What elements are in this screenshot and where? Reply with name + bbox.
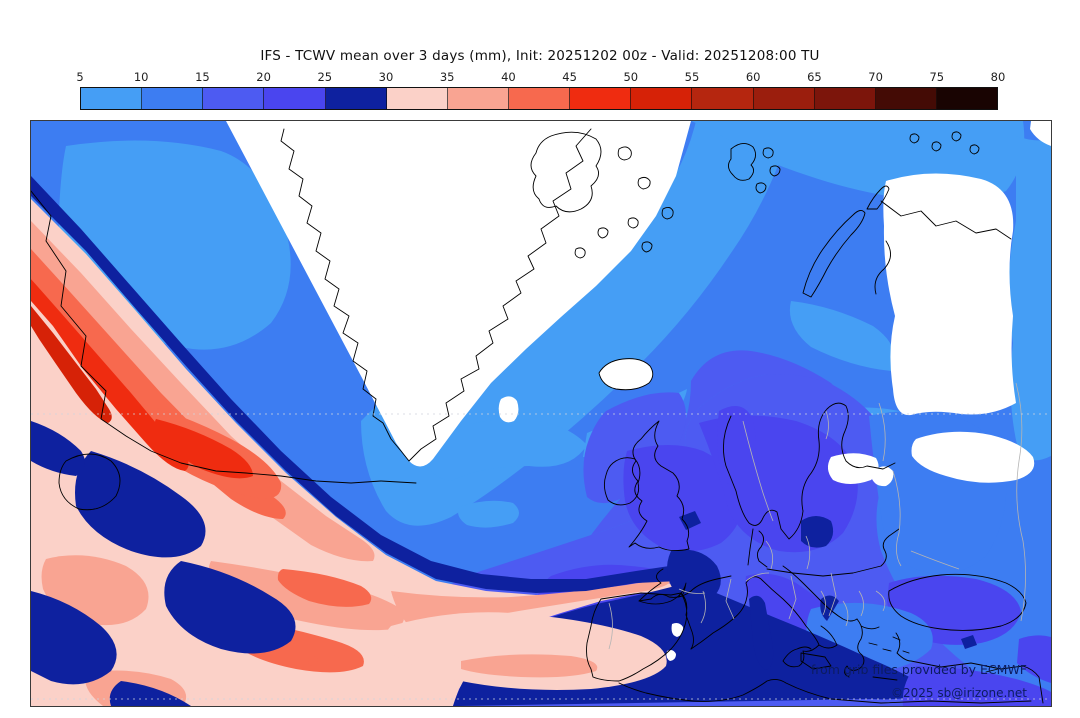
- colorbar-tick: 35: [439, 70, 455, 84]
- black-sea-coast: [888, 573, 1027, 631]
- colorbar-tick: 55: [684, 70, 700, 84]
- colorbar-tick: 45: [562, 70, 577, 84]
- attribution-source: from grib files provided by ECMWF: [810, 662, 1027, 677]
- greenland-dry-region: [226, 121, 691, 467]
- tcwv-map: from grib files provided by ECMWF ©2025 …: [30, 120, 1052, 707]
- svalbard-coast: [728, 143, 781, 194]
- novaya-zemlya-coast: [802, 185, 890, 298]
- colorbar-segment-70-75: [875, 88, 937, 109]
- colorbar-segment-75-80: [936, 88, 998, 109]
- iceland-coast: [598, 358, 654, 391]
- colorbar-tick: 60: [745, 70, 761, 84]
- colorbar-tick: 75: [929, 70, 945, 84]
- iberia-coast: [586, 592, 694, 682]
- colorbar-segment-25-30: [325, 88, 387, 109]
- russia-arctic-coast: [874, 200, 1012, 295]
- greenland-coast: [280, 128, 592, 462]
- colorbar-tick: 40: [501, 70, 516, 84]
- baltic-coast: [766, 528, 900, 577]
- colorbar-segment-45-50: [570, 88, 632, 109]
- russia-dry-region: [883, 173, 1016, 416]
- colorbar-tick: 15: [195, 70, 210, 84]
- cyprus-coast: [985, 668, 999, 673]
- colorbar-segment-40-45: [508, 88, 571, 109]
- colorbar-tick: 65: [807, 70, 822, 84]
- colorbar-tick: 70: [868, 70, 883, 84]
- colorbar-tick: 10: [133, 70, 149, 84]
- atmospheric-river-45-50: [31, 279, 253, 479]
- colorbar-segment-5-10: [81, 88, 143, 109]
- colorbar-segment-50-55: [631, 88, 693, 109]
- colorbar-segment-65-70: [814, 88, 876, 109]
- labrador-coast: [31, 190, 417, 484]
- north-africa-coast: [618, 678, 1032, 704]
- coastlines: [31, 128, 1044, 704]
- field-below-5: [226, 121, 1051, 661]
- page-title: IFS - TCWV mean over 3 days (mm), Init: …: [260, 48, 820, 64]
- scandinavia-coast: [722, 402, 896, 540]
- graticule: [31, 413, 1051, 700]
- atmospheric-river-south-lobe: [308, 612, 667, 690]
- colorbar-tick-labels: 5 10 15 20 25 30 35 40 45 50 55 60 65 70 75 80: [76, 70, 1005, 87]
- colorbar-segment-10-15: [142, 88, 204, 109]
- greece-coast: [844, 618, 910, 681]
- iceland-dry-region: [599, 358, 653, 390]
- colorbar-tick: 30: [378, 70, 394, 84]
- colorbar-tick: 25: [317, 70, 333, 84]
- arctic-islands-coast: [530, 131, 602, 213]
- colorbar-tick: 80: [990, 70, 1006, 84]
- colorbar-tick: 50: [623, 70, 639, 84]
- attribution-copyright: ©2025 sb@irizone.net: [891, 686, 1027, 700]
- country-borders: [608, 382, 1026, 650]
- colorbar: 5 10 15 20 25 30 35 40 45 50 55 60 65 70 75 80: [76, 70, 1005, 110]
- colorbar-segment-60-65: [753, 88, 815, 109]
- colorbar-tick: 5: [76, 70, 84, 84]
- italy-coast: [690, 576, 838, 668]
- colorbar-segment-20-25: [264, 88, 326, 109]
- tcwv-map-canvas: [31, 121, 1051, 706]
- colorbar-segment-35-40: [447, 88, 509, 109]
- turkey-levant-coast: [895, 632, 1044, 704]
- colorbar-segment-30-35: [386, 88, 448, 109]
- sicily-coast: [800, 652, 832, 670]
- colorbar-segment-15-20: [203, 88, 265, 109]
- colorbar-scale: [80, 87, 998, 110]
- ireland-coast: [603, 457, 641, 506]
- atmospheric-river-50-55: [31, 306, 112, 423]
- great-britain-coast: [628, 420, 690, 552]
- colorbar-segment-55-60: [692, 88, 754, 109]
- denmark-coast: [747, 528, 768, 568]
- colorbar-tick: 20: [256, 70, 271, 84]
- newfoundland-coast: [58, 453, 121, 511]
- field-20-25-corner: [902, 666, 1051, 706]
